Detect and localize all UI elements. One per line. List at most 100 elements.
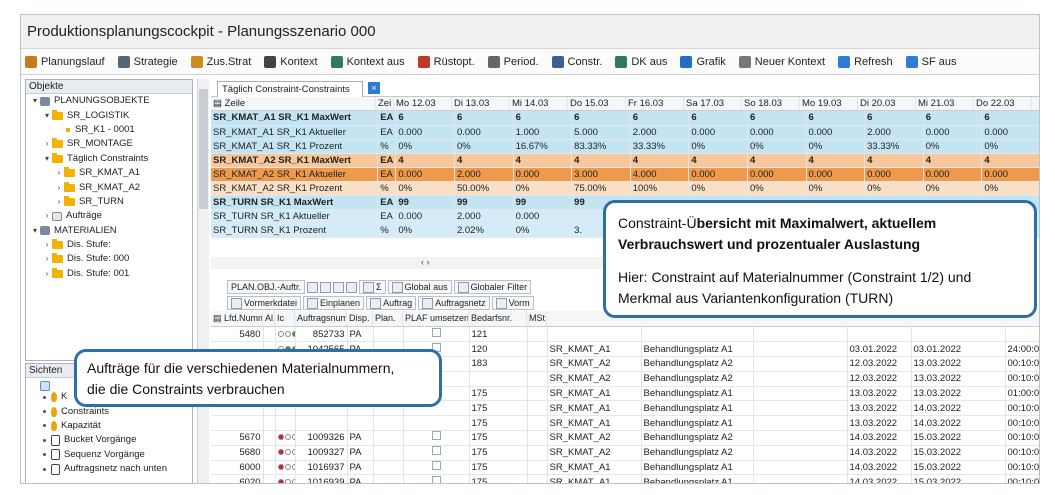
- chevron-icon[interactable]: ›: [45, 211, 49, 221]
- chevron-icon[interactable]: ›: [57, 168, 61, 178]
- constraint-row[interactable]: SR_KMAT_A2 SR_K1 MaxWert EA 4 4 4 4 4 4 4 4 4 4 4: [211, 153, 1039, 168]
- toolbar-refresh-off-button[interactable]: SF aus: [905, 55, 957, 68]
- orders-toolbar2-button[interactable]: Vormerkdatei: [227, 296, 302, 310]
- tree-node[interactable]: › SR_KMAT_A2: [26, 180, 192, 194]
- scroll-thumb[interactable]: [199, 89, 208, 209]
- panel-scrollbar[interactable]: [197, 79, 209, 483]
- toolbar-strategy-plus-button[interactable]: Zus.Strat: [190, 55, 251, 68]
- orders-column-header[interactable]: Auftragsnum: [295, 311, 347, 326]
- orders-toolbar2-button[interactable]: Auftragsnetz: [418, 296, 490, 310]
- chevron-icon[interactable]: ▾: [44, 110, 49, 120]
- grid-column-header[interactable]: Mo 12.03: [394, 97, 452, 110]
- orders-toolbar-button[interactable]: PLAN.OBJ.-Auftr.: [227, 280, 306, 294]
- tree-node[interactable]: › SR_MONTAGE: [26, 137, 192, 151]
- toolbar-funnel-off-button[interactable]: Kontext aus: [330, 55, 405, 68]
- constraint-row[interactable]: SR_KMAT_A1 SR_K1 MaxWert EA 6 6 6 6 6 6 6 6 6 6 6: [211, 111, 1039, 126]
- orders-column-header[interactable]: Disp.: [347, 311, 373, 326]
- orders-column-header[interactable]: ▤ Lfd.Nummer: [211, 311, 263, 326]
- tree-node[interactable]: › Aufträge: [26, 209, 192, 223]
- grid-column-header[interactable]: Mi 14.03: [510, 97, 568, 110]
- tab-daily-constraints[interactable]: Täglich Constraint-Constraints: [217, 81, 363, 97]
- grid-column-header[interactable]: Di 13.03: [452, 97, 510, 110]
- orders-column-header[interactable]: Bedarfsnr.: [469, 311, 527, 326]
- orders-column-header[interactable]: Plan.: [373, 311, 403, 326]
- toolbar-period-button[interactable]: Period.: [487, 55, 539, 68]
- tree-node[interactable]: ▾ SR_LOGISTIK: [26, 108, 192, 122]
- order-row[interactable]: 5680 1009327 PA 175 SR_KMAT_A2 Behandlungspla…: [211, 445, 1039, 461]
- grid-column-header[interactable]: So 18.03: [742, 97, 800, 110]
- views-item[interactable]: Bucket Vorgänge: [26, 433, 192, 447]
- grid-column-header[interactable]: Do 15.03: [568, 97, 626, 110]
- order-row[interactable]: 5480 852733 PA 121: [211, 327, 1039, 343]
- order-row[interactable]: 175 SR_KMAT_A1 Behandlungsplatz A1 13.03.20…: [211, 386, 1039, 402]
- constraint-row[interactable]: SR_KMAT_A2 SR_K1 Aktueller EA 0.000 2.000 0.…: [211, 167, 1039, 182]
- orders-toolbar-button[interactable]: Globaler Filter: [453, 280, 532, 294]
- chevron-icon[interactable]: ▾: [32, 225, 37, 235]
- orders-column-header[interactable]: PLAF umsetzen: [403, 311, 469, 326]
- tree-node[interactable]: ▾ MATERIALIEN: [26, 224, 192, 238]
- orders-toolbar2-button[interactable]: Einplanen: [303, 296, 365, 310]
- tab-close-icon[interactable]: ×: [368, 82, 380, 94]
- toolbar-tool-icon[interactable]: [307, 281, 319, 293]
- grid-column-header[interactable]: ▤ Zeile: [211, 97, 376, 110]
- toolbar-funnel-button[interactable]: Kontext: [264, 55, 318, 68]
- views-item[interactable]: Auftragsnetz nach unten: [26, 462, 192, 476]
- chevron-icon[interactable]: ▾: [32, 96, 37, 106]
- tree-node[interactable]: › SR_TURN: [26, 195, 192, 209]
- grid-column-header[interactable]: Zei: [376, 97, 394, 110]
- orders-toolbar2-button[interactable]: Vorm: [491, 296, 534, 310]
- constraint-row[interactable]: SR_KMAT_A1 SR_K1 Aktueller EA 0.000 0.000 1.…: [211, 125, 1039, 140]
- plaf-checkbox[interactable]: [431, 461, 441, 471]
- orders-column-header[interactable]: Al.: [263, 311, 275, 326]
- grid-column-header[interactable]: Di 20.03: [858, 97, 916, 110]
- tree-node[interactable]: ▾ PLANUNGSOBJEKTE: [26, 94, 192, 108]
- order-row[interactable]: 175 SR_KMAT_A1 Behandlungsplatz A1 13.03.20…: [211, 400, 1039, 417]
- toolbar-constraint-button[interactable]: Constr.: [551, 55, 602, 68]
- grid-column-header[interactable]: Do 22.03: [974, 97, 1032, 110]
- order-row[interactable]: 6020 1016939 PA 175 SR_KMAT_A1 Behandlungspla…: [211, 474, 1039, 483]
- grid-column-header[interactable]: Sa 17.03: [684, 97, 742, 110]
- order-row[interactable]: 6000 1016937 PA 175 SR_KMAT_A1 Behandlungspla…: [211, 460, 1039, 476]
- views-item[interactable]: K: [26, 390, 192, 404]
- chevron-icon[interactable]: ›: [45, 268, 49, 278]
- chevron-icon[interactable]: ›: [45, 139, 49, 149]
- chevron-icon[interactable]: ›: [45, 254, 49, 264]
- tree-node[interactable]: › SR_KMAT_A1: [26, 166, 192, 180]
- views-item[interactable]: Constraints: [26, 404, 192, 418]
- toolbar-wand-button[interactable]: Rüstopt.: [417, 55, 475, 68]
- toolbar-tool-icon[interactable]: [346, 281, 358, 293]
- toolbar-strategy-button[interactable]: Strategie: [117, 55, 178, 68]
- tree-node[interactable]: › Dis. Stufe: 001: [26, 267, 192, 281]
- chevron-icon[interactable]: ▾: [44, 153, 49, 163]
- views-item[interactable]: Kapazität: [26, 419, 192, 433]
- toolbar-tool-icon[interactable]: [333, 281, 345, 293]
- toolbar-chart-button[interactable]: Grafik: [680, 55, 726, 68]
- plaf-checkbox[interactable]: [431, 327, 441, 337]
- toolbar-context-new-button[interactable]: Neuer Kontext: [738, 55, 825, 68]
- orders-column-header[interactable]: Ic: [275, 311, 295, 326]
- constraint-row[interactable]: SR_KMAT_A2 SR_K1 Prozent% 0% 50.00% 0% 75.00…: [211, 181, 1039, 196]
- plaf-checkbox[interactable]: [431, 475, 441, 483]
- tree-node[interactable]: › Dis. Stufe:: [26, 238, 192, 252]
- tree-node[interactable]: SR_K1 - 0001: [26, 123, 192, 137]
- orders-toolbar-button[interactable]: Σ: [359, 280, 386, 294]
- views-item[interactable]: Sequenz Vorgänge: [26, 448, 192, 462]
- toolbar-tool-icon[interactable]: [320, 281, 332, 293]
- toolbar-funnel-off-button[interactable]: DK aus: [615, 55, 667, 68]
- orders-column-header[interactable]: MSt: [527, 311, 547, 326]
- grid-column-header[interactable]: Fr 16.03: [626, 97, 684, 110]
- chevron-icon[interactable]: ›: [57, 182, 61, 192]
- tree-node[interactable]: › Dis. Stufe: 000: [26, 252, 192, 266]
- chevron-icon[interactable]: ›: [57, 196, 61, 206]
- views-root[interactable]: [26, 378, 192, 391]
- grid-column-header[interactable]: Mi 21.03: [916, 97, 974, 110]
- tree-node[interactable]: ▾ Täglich Constraints: [26, 152, 192, 166]
- grid-horizontal-scrollbar[interactable]: ‹ ›: [211, 257, 611, 269]
- toolbar-wand-button[interactable]: Planungslauf: [25, 55, 105, 68]
- orders-toolbar2-button[interactable]: Auftrag: [366, 296, 417, 310]
- grid-column-header[interactable]: Mo 19.03: [800, 97, 858, 110]
- orders-toolbar-button[interactable]: Global aus: [387, 280, 452, 294]
- plaf-checkbox[interactable]: [431, 446, 441, 456]
- order-row[interactable]: 5670 1009326 PA 175 SR_KMAT_A2 Behandlungspla…: [211, 430, 1039, 446]
- order-row[interactable]: 175 SR_KMAT_A1 Behandlungsplatz A1 13.03.20…: [211, 415, 1039, 432]
